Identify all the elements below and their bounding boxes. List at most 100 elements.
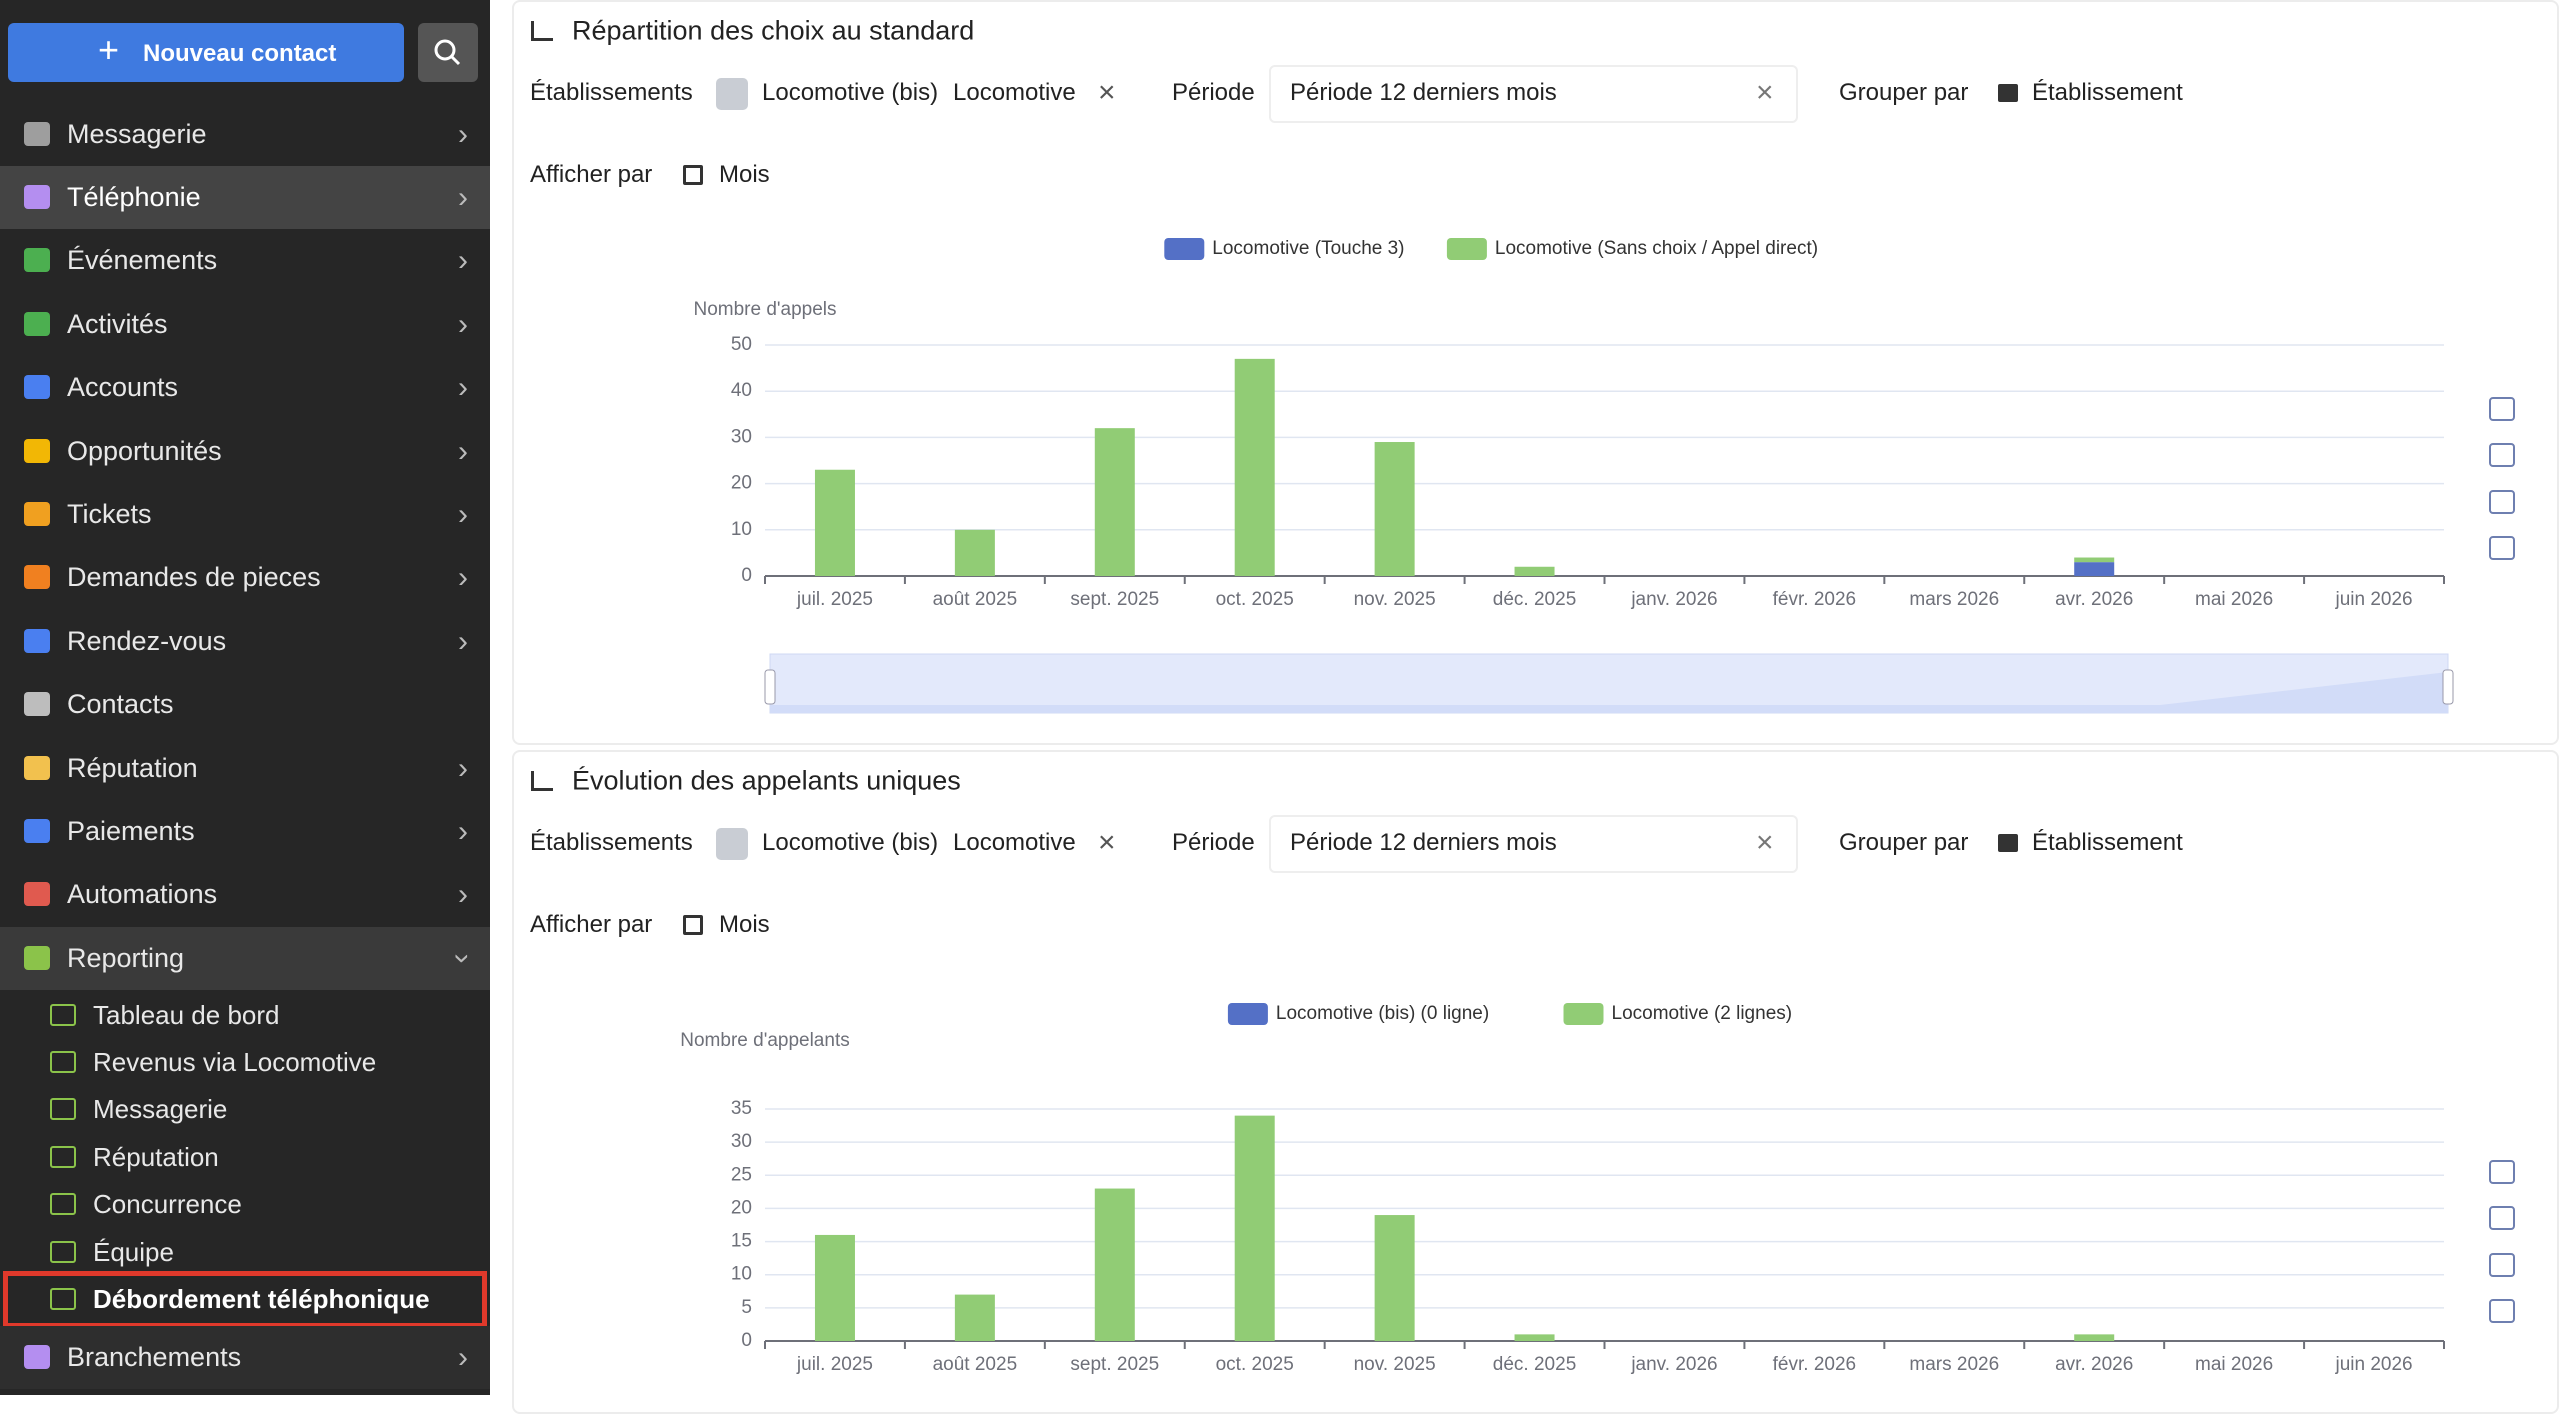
submenu-item[interactable]: Équipe (0, 1221, 490, 1284)
legend-swatch (1227, 1003, 1268, 1025)
menu-item[interactable]: Rendez-vous › (0, 610, 490, 673)
submenu-icon (50, 1240, 76, 1263)
toolbox-button[interactable] (2489, 1160, 2515, 1184)
panel (512, 0, 2559, 745)
zoom-handle[interactable] (764, 669, 776, 705)
toolbox-button[interactable] (2489, 1299, 2515, 1323)
menu-item[interactable]: Réputation › (0, 737, 490, 800)
menu-item[interactable]: Messagerie › (0, 103, 490, 166)
legend-label: Locomotive (Touche 3) (1212, 238, 1404, 259)
clear-button[interactable]: × (1756, 76, 1774, 109)
submenu-item[interactable]: Débordement téléphonique (0, 1268, 490, 1331)
bar (1514, 566, 1555, 576)
calendar-icon (683, 165, 703, 185)
y-tick-label: 10 (731, 519, 752, 540)
new-contact-button[interactable]: + Nouveau contact (8, 23, 404, 82)
filter-label: Établissements (530, 829, 693, 856)
menu-label: Reporting (67, 942, 185, 973)
menu-label: Tickets (67, 498, 152, 529)
menu-label: Demandes de pieces (67, 562, 321, 593)
toolbox-button[interactable] (2489, 1253, 2515, 1277)
menu-icon (24, 248, 50, 273)
menu-item[interactable]: Événements › (0, 229, 490, 292)
x-tick-label: janv. 2026 (1630, 1354, 1717, 1375)
period-input[interactable] (1269, 65, 1798, 123)
clear-button[interactable]: × (1098, 826, 1116, 859)
menu-label: Contacts (67, 689, 174, 720)
chevron: › (458, 561, 468, 595)
submenu-icon (50, 1193, 76, 1216)
chevron: › (458, 371, 468, 405)
menu-label: Opportunités (67, 435, 222, 466)
filter-label: Période (1172, 79, 1255, 106)
menu-label: Réputation (67, 752, 198, 783)
toolbox-button[interactable] (2489, 536, 2515, 560)
x-tick-label: mai 2026 (2195, 1354, 2273, 1375)
menu-icon (24, 501, 50, 526)
legend-label: Locomotive (Sans choix / Appel direct) (1495, 238, 1818, 259)
menu-icon (24, 121, 50, 146)
menu-label: Téléphonie (67, 181, 201, 212)
x-tick-label: avr. 2026 (2055, 589, 2133, 610)
toolbox-button[interactable] (2489, 1206, 2515, 1230)
x-tick-label: mars 2026 (1909, 589, 1999, 610)
menu-label: Accounts (67, 372, 179, 403)
clear-button[interactable]: × (1098, 76, 1116, 109)
menu-item[interactable]: Tickets › (0, 483, 490, 546)
menu-item[interactable]: Automations › (0, 863, 490, 926)
y-tick-label: 20 (731, 1197, 752, 1218)
legend-swatch (1446, 238, 1487, 260)
y-tick-label: 20 (731, 473, 752, 494)
zoom-handle[interactable] (2442, 669, 2454, 705)
submenu-icon (50, 1050, 76, 1073)
y-tick-label: 25 (731, 1164, 752, 1185)
bar (954, 1294, 995, 1341)
submenu-item[interactable]: Tableau de bord (0, 984, 490, 1047)
submenu-item[interactable]: Revenus via Locomotive (0, 1031, 490, 1094)
menu-label: Automations (67, 879, 218, 910)
menu-item[interactable]: Demandes de pieces › (0, 546, 490, 609)
menu-item[interactable]: Branchements › (0, 1326, 490, 1389)
store-icon (1998, 84, 2018, 102)
menu-icon (24, 755, 50, 780)
menu-icon (24, 818, 50, 843)
filter-label: Grouper par (1839, 79, 1969, 106)
menu-item[interactable]: Contacts (0, 673, 490, 736)
submenu-item[interactable]: Messagerie (0, 1078, 490, 1141)
filter-chip: Locomotive (953, 829, 1076, 856)
search-button[interactable] (418, 23, 478, 82)
submenu-label: Concurrence (93, 1189, 242, 1220)
menu-item[interactable]: Téléphonie › (0, 165, 490, 229)
menu-label: Événements (67, 245, 218, 276)
submenu-item[interactable]: Réputation (0, 1126, 490, 1189)
menu-item[interactable]: Paiements › (0, 800, 490, 863)
period-value: Période 12 derniers mois (1290, 829, 1557, 856)
chevron: › (458, 497, 468, 531)
submenu-item[interactable]: Concurrence (0, 1173, 490, 1236)
x-tick-label: avr. 2026 (2055, 1354, 2133, 1375)
plus-icon: + (98, 29, 120, 70)
menu-item[interactable]: Accounts › (0, 356, 490, 419)
bar (1374, 442, 1415, 576)
period-input[interactable] (1269, 815, 1798, 873)
toolbox-button[interactable] (2489, 443, 2515, 467)
panel-title: Évolution des appelants uniques (572, 765, 961, 796)
submenu-label: Équipe (93, 1236, 174, 1267)
zoom-slider (769, 653, 2449, 714)
bar (2074, 1334, 2115, 1341)
x-tick-label: juil. 2025 (796, 1354, 873, 1375)
bar (1514, 1334, 1555, 1341)
chart-icon (531, 21, 553, 41)
menu-item[interactable]: Activités › (0, 293, 490, 356)
establishment-icon (716, 828, 748, 860)
submenu-icon (50, 1287, 76, 1310)
x-tick-label: sept. 2025 (1070, 1354, 1159, 1375)
clear-button[interactable]: × (1756, 826, 1774, 859)
menu-label: Rendez-vous (67, 625, 227, 656)
toolbox-button[interactable] (2489, 397, 2515, 421)
filter-label: Période (1172, 829, 1255, 856)
menu-item[interactable]: Opportunités › (0, 420, 490, 483)
toolbox-button[interactable] (2489, 490, 2515, 514)
menu-item[interactable]: Reporting › (0, 926, 490, 990)
menu-label: Messagerie (67, 118, 207, 149)
